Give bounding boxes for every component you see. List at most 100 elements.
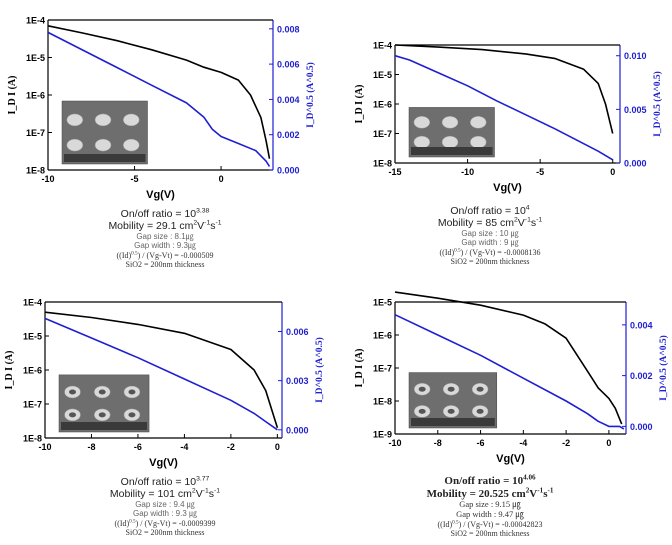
- mobility-2: Mobility = 85 cm2V-1s-1: [437, 216, 543, 230]
- right-axis-label: I_D^0.5 (A^0.5): [658, 335, 669, 401]
- sem-micrograph-inset: [61, 100, 148, 165]
- left-tick-label: 1E-6: [373, 331, 392, 341]
- right-tick-label: 0.004: [277, 95, 300, 105]
- sio2-2: SiO2 = 200nm thickness: [450, 256, 530, 266]
- sio2-4: SiO2 = 200nm thickness: [450, 529, 530, 538]
- right-axis-label: I_D^0.5 (A^0.5): [652, 71, 663, 137]
- right-axis-label: I_D^0.5 (A^0.5): [314, 337, 325, 403]
- x-tick-label: -4: [180, 442, 188, 452]
- on-off-ratio-1: On/off ratio = 103.38: [120, 207, 210, 220]
- gap-size-1: Gap size : 8.1㎍: [136, 232, 194, 242]
- drain-current-curve: [47, 25, 271, 159]
- right-tick-label: 0.000: [277, 166, 300, 176]
- mobility-3: Mobility = 101 cm2V-1s-1: [109, 487, 221, 501]
- micrograph-particle-hole: [69, 412, 77, 418]
- micrograph-scale-strip: [64, 154, 146, 162]
- sio2-1: SiO2 = 200nm thickness: [125, 259, 205, 269]
- micrograph-particle: [66, 113, 84, 127]
- chart-panel-3: 1E-8 1E-7 1E-6 1E-5 1E-4 0.000 0.003 0.006 -10 -8…: [0, 290, 325, 475]
- micrograph-particle: [441, 135, 459, 149]
- x-tick-label: 0: [219, 174, 224, 184]
- left-axis-label: I_D I (A): [4, 351, 15, 390]
- sem-micrograph-inset: [58, 374, 150, 433]
- left-tick-label: 1E-8: [373, 397, 392, 407]
- right-tick-label: 0.010: [624, 51, 647, 61]
- x-tick-label: -15: [388, 167, 401, 177]
- micrograph-particle-hole: [69, 389, 77, 395]
- x-tick-label: -5: [131, 174, 139, 184]
- micrograph-particle: [66, 138, 84, 152]
- caption-1: On/off ratio = 103.38 Mobility = 29.1 cm…: [40, 208, 290, 269]
- left-tick-label: 1E-8: [373, 159, 392, 169]
- on-off-ratio-2: On/off ratio = 104: [450, 204, 530, 217]
- micrograph-particle: [413, 116, 431, 129]
- micrograph-background: [61, 100, 148, 165]
- left-tick-label: 1E-7: [373, 364, 392, 374]
- right-tick-label: 0.002: [277, 130, 300, 140]
- slope-4: ((Id)0.5) / (Vg-Vt) = -0.00042823: [437, 519, 543, 529]
- micrograph-particle-hole: [447, 386, 455, 392]
- caption-3: On/off ratio = 103.77 Mobility = 101 cm2…: [40, 476, 290, 537]
- sem-micrograph-inset: [408, 372, 498, 429]
- left-tick-label: 1E-4: [23, 298, 42, 308]
- right-tick-label: 0.000: [630, 422, 653, 432]
- x-tick-label: 0: [606, 438, 611, 448]
- chart-4: 1E-9 1E-8 1E-7 1E-6 1E-5 0.000 0.002 0.004 -10 -8…: [354, 291, 669, 465]
- left-tick-label: 1E-6: [373, 100, 392, 110]
- slope-1: ((Id)0.5) / (Vg-Vt) = -0.000509: [116, 249, 214, 260]
- caption-2: On/off ratio = 104 Mobility = 85 cm2V-1s…: [365, 205, 615, 266]
- right-tick-label: 0.000: [286, 425, 309, 435]
- gap-size-3: Gap size : 9.4 ㎍: [135, 500, 195, 510]
- right-tick-label: 0.008: [277, 24, 300, 34]
- right-tick-label: 0.006: [286, 327, 309, 337]
- right-tick-label: 0.000: [624, 159, 647, 169]
- x-axis-label: Vg(V): [493, 182, 522, 194]
- x-tick-label: -10: [461, 167, 474, 177]
- chart-panel-2: 1E-8 1E-7 1E-6 1E-5 1E-4 0.000 0.005 0.010 -15 -1…: [350, 25, 672, 200]
- x-tick-label: -5: [536, 167, 544, 177]
- slope-2: ((Id)0.5) / (Vg-Vt) = -0.0008136: [439, 246, 541, 257]
- micrograph-particle-hole: [128, 389, 136, 395]
- x-tick-label: -10: [38, 442, 51, 452]
- right-tick-label: 0.003: [286, 376, 309, 386]
- left-tick-label: 1E-8: [26, 166, 45, 176]
- micrograph-particle-hole: [447, 408, 455, 414]
- micrograph-particle-hole: [476, 386, 484, 392]
- micrograph-particle-hole: [418, 408, 426, 414]
- left-axis-label: I_D I (A): [7, 76, 18, 115]
- left-tick-label: 1E-8: [23, 434, 42, 444]
- x-tick-label: -4: [519, 438, 527, 448]
- micrograph-particle: [94, 138, 112, 152]
- left-tick-label: 1E-4: [26, 16, 45, 26]
- on-off-ratio-4: On/off ratio = 104.06: [444, 473, 536, 487]
- mobility-4: Mobility = 20.525 cm2V-1s-1: [426, 485, 554, 500]
- x-tick-label: -8: [87, 442, 95, 452]
- x-tick-label: -8: [434, 438, 442, 448]
- sio2-3: SiO2 = 200nm thickness: [125, 527, 205, 537]
- right-tick-label: 0.006: [277, 60, 300, 70]
- x-tick-label: -10: [41, 174, 54, 184]
- drain-current-curve: [394, 291, 623, 425]
- slope-3: ((Id)0.5) / (Vg-Vt) = -0.0009399: [114, 517, 216, 528]
- micrograph-particle-hole: [418, 386, 426, 392]
- left-tick-label: 1E-4: [373, 41, 392, 51]
- micrograph-scale-strip: [61, 422, 148, 430]
- sem-micrograph-inset: [408, 107, 495, 158]
- micrograph-particle-hole: [98, 389, 106, 395]
- micrograph-particle: [413, 135, 431, 149]
- x-tick-label: -2: [562, 438, 570, 448]
- gap-size-4: Gap size : 9.15 ㎍: [459, 499, 521, 510]
- chart-panel-4: 1E-9 1E-8 1E-7 1E-6 1E-5 0.000 0.002 0.004 -10 -8…: [350, 290, 672, 475]
- gap-width-4: Gap width : 9.47 ㎍: [456, 509, 524, 520]
- micrograph-particle: [441, 116, 459, 129]
- x-tick-label: 0: [275, 442, 280, 452]
- gap-size-2: Gap size : 10 ㎍: [461, 229, 519, 239]
- left-tick-label: 1E-6: [26, 91, 45, 101]
- x-tick-label: -10: [388, 438, 401, 448]
- left-axis-label: I_D I (A): [354, 349, 365, 388]
- micrograph-scale-strip: [411, 418, 495, 426]
- chart-panel-1: 1E-8 1E-7 1E-6 1E-5 1E-4 0.000 0.002 0.004 0.006…: [0, 0, 316, 202]
- gap-width-2: Gap width : 9 ㎍: [461, 238, 519, 248]
- x-tick-label: -6: [477, 438, 485, 448]
- right-axis-label: I_D^0.5 (A^0.5): [305, 62, 316, 128]
